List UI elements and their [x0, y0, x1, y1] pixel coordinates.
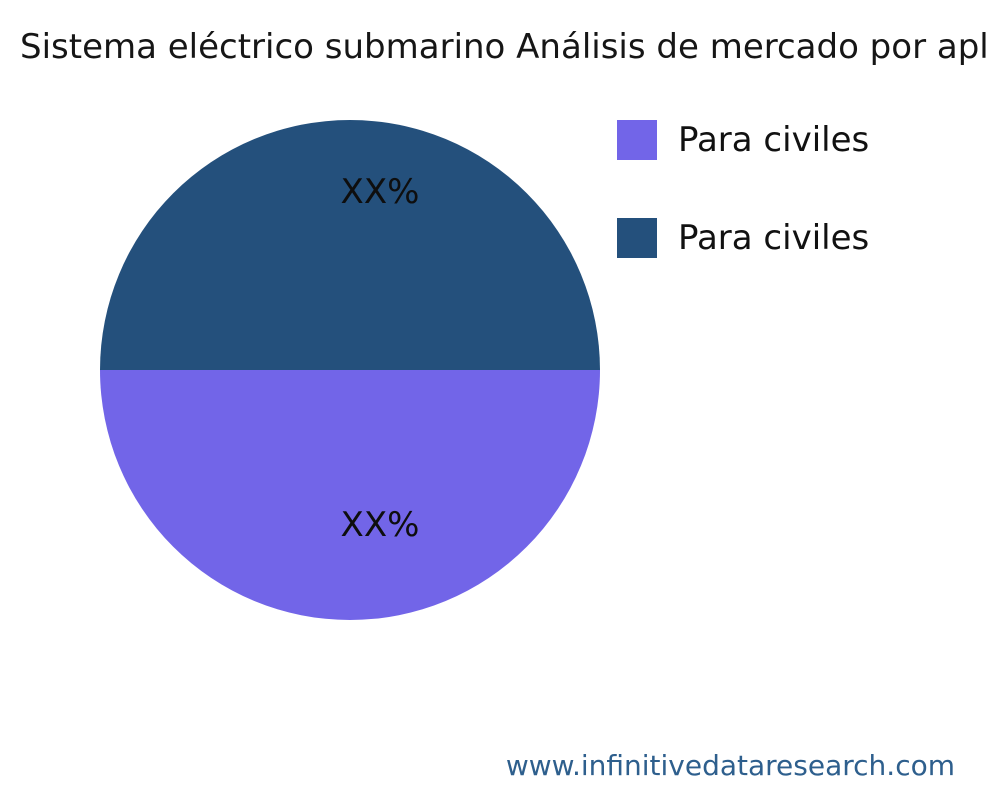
pie-slice-value-bottom: XX% [340, 505, 420, 545]
legend-swatch-navy [617, 218, 657, 258]
pie-slice-value-top: XX% [340, 172, 420, 212]
website-watermark[interactable]: www.infinitivedataresearch.com [505, 749, 955, 782]
legend-item-0[interactable]: Para civiles [617, 120, 869, 160]
pie-slice-bottom[interactable] [100, 370, 600, 620]
legend-label-1: Para civiles [678, 218, 870, 258]
legend-item-1[interactable]: Para civiles [617, 218, 869, 258]
pie-slice-top[interactable] [100, 120, 600, 370]
legend-swatch-purple [617, 120, 657, 160]
chart-title: Sistema eléctrico submarino Análisis de … [20, 27, 989, 67]
legend-label-0: Para civiles [678, 120, 870, 160]
